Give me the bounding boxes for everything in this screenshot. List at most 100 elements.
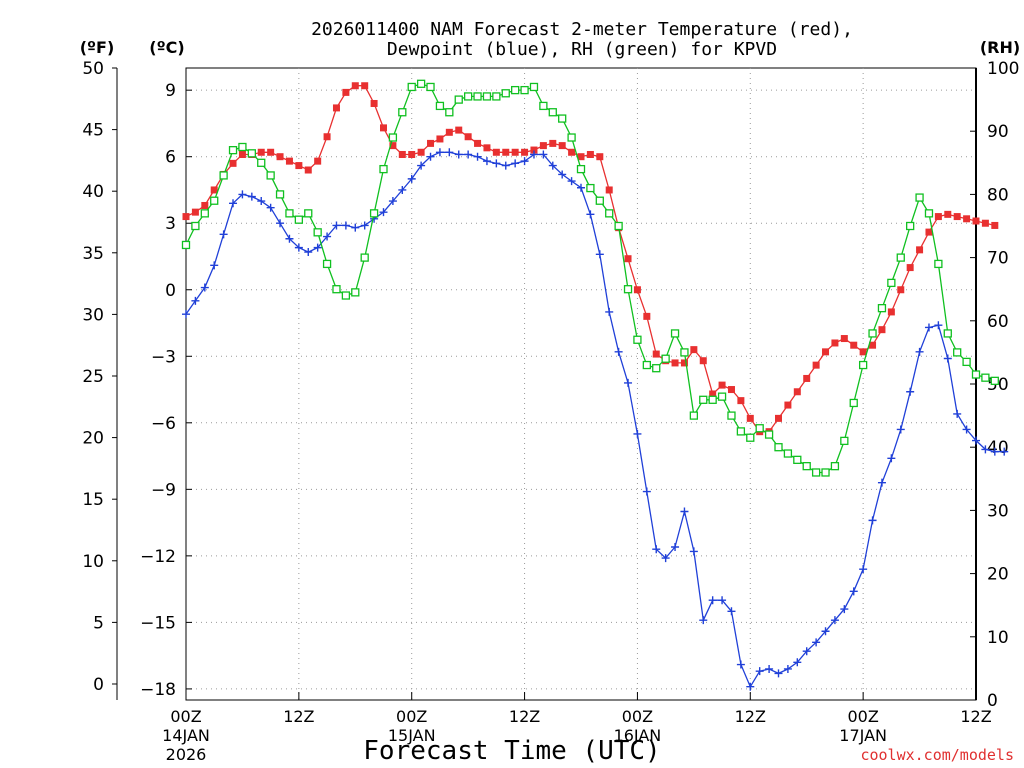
rh-tick-label: 40 xyxy=(987,438,1009,458)
rh-point xyxy=(501,89,510,98)
temperature-point xyxy=(332,104,340,112)
rh-tick-label: 10 xyxy=(987,628,1009,648)
rh-point xyxy=(360,253,369,262)
rh-point xyxy=(840,436,849,446)
chart-title-line2: Dewpoint (blue), RH (green) for KPVD xyxy=(387,39,777,60)
dewpoint-point xyxy=(849,587,858,596)
dewpoint-point xyxy=(934,321,943,330)
time-tick-label: 00Z xyxy=(170,707,201,726)
dewpoint-point xyxy=(671,542,680,551)
rh-tick-label: 20 xyxy=(987,565,1009,585)
rh-point xyxy=(567,133,576,142)
temperature-point xyxy=(831,339,839,347)
rh-point xyxy=(200,209,209,218)
dewpoint-point xyxy=(614,347,623,356)
fahrenheit-tick-label: 5 xyxy=(93,613,104,633)
rh-point xyxy=(934,259,943,269)
rh-unit-label: (RH) xyxy=(980,38,1020,57)
temperature-line xyxy=(185,85,995,433)
temperature-point xyxy=(586,150,594,158)
fahrenheit-tick-label: 45 xyxy=(82,121,104,141)
temperature-point xyxy=(351,82,359,90)
rh-point xyxy=(924,209,934,218)
dewpoint-point xyxy=(294,243,303,252)
temperature-point xyxy=(850,341,858,349)
temperature-point xyxy=(916,246,924,254)
dewpoint-point xyxy=(859,565,868,574)
rh-point xyxy=(652,364,661,373)
rh-point xyxy=(388,133,398,142)
plot-frame xyxy=(185,67,977,701)
temperature-point xyxy=(285,157,293,165)
dewpoint-point xyxy=(915,347,924,356)
dewpoint-point xyxy=(501,161,510,170)
dewpoint-point xyxy=(877,478,886,487)
dewpoint-point xyxy=(520,157,529,166)
dewpoint-point xyxy=(840,605,849,614)
temperature-point xyxy=(859,348,867,356)
rh-point xyxy=(247,149,256,158)
dewpoint-point xyxy=(595,250,604,259)
rh-point xyxy=(275,190,285,199)
time-tick-label: 12Z xyxy=(283,707,314,726)
dewpoint-point xyxy=(1000,447,1009,456)
rh-point xyxy=(670,329,680,338)
temperature-point xyxy=(869,341,877,349)
dewpoint-point xyxy=(341,221,350,230)
temperature-point xyxy=(981,219,989,227)
rh-point xyxy=(548,108,557,117)
dewpoint-point xyxy=(200,283,209,292)
dewpoint-point xyxy=(990,447,999,456)
rh-point xyxy=(304,209,313,218)
dewpoint-point xyxy=(445,148,454,157)
time-tick-label: 00Z xyxy=(847,707,878,726)
temperature-point xyxy=(276,153,284,161)
temperature-point xyxy=(803,374,811,382)
dewpoint-point xyxy=(586,210,595,219)
dewpoint-point xyxy=(276,219,285,228)
celsius-tick-label: −18 xyxy=(140,680,176,700)
rh-point xyxy=(398,108,407,117)
dewpoint-point xyxy=(812,638,821,647)
temperature-point xyxy=(793,388,801,396)
dewpoint-point xyxy=(398,185,407,194)
fahrenheit-tick-label: 25 xyxy=(82,367,104,387)
rh-point xyxy=(971,370,981,379)
dewpoint-point xyxy=(285,234,294,243)
temperature-point xyxy=(314,157,322,165)
fahrenheit-tick-label: 30 xyxy=(82,305,104,325)
rh-point xyxy=(341,291,351,300)
rh-point xyxy=(699,395,708,404)
rh-point xyxy=(529,82,539,92)
rh-point xyxy=(661,354,670,363)
dewpoint-point xyxy=(746,682,755,691)
rh-point xyxy=(416,79,426,88)
rh-point xyxy=(868,329,877,338)
dewpoint-point xyxy=(360,221,369,230)
temperature-point xyxy=(558,142,566,150)
rh-point xyxy=(614,221,623,231)
temperature-point xyxy=(436,135,444,143)
time-tick-label: 00Z xyxy=(622,707,653,726)
dewpoint-point xyxy=(906,387,915,396)
dewpoint-point xyxy=(624,378,633,387)
rh-point xyxy=(463,92,473,101)
dewpoint-point xyxy=(219,230,228,239)
temperature-point xyxy=(483,144,491,152)
rh-point xyxy=(680,348,689,357)
temperature-point xyxy=(737,397,745,405)
temperature-point xyxy=(643,312,651,320)
dewpoint-point xyxy=(417,161,426,170)
rh-point xyxy=(379,164,388,174)
temperature-point xyxy=(680,359,688,367)
temperature-point xyxy=(897,286,905,294)
fahrenheit-tick-label: 40 xyxy=(82,182,104,202)
dewpoint-point xyxy=(953,409,962,418)
rh-point xyxy=(717,392,727,401)
dewpoint-point xyxy=(548,161,557,170)
temperature-point xyxy=(549,139,557,147)
rh-line xyxy=(185,83,996,474)
dewpoint-point xyxy=(680,507,689,516)
dewpoint-point xyxy=(802,647,811,656)
rh-point xyxy=(802,462,811,471)
